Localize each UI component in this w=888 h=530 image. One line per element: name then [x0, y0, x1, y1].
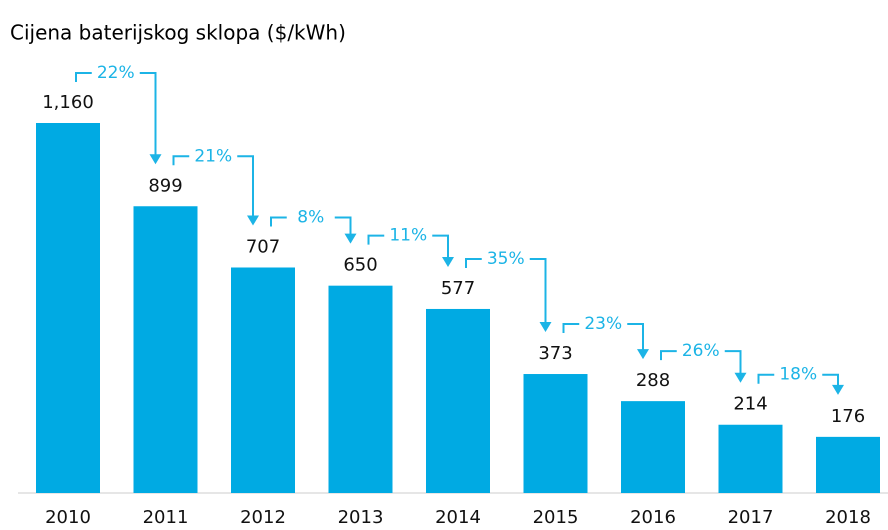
bar: [426, 308, 490, 493]
value-label: 176: [831, 406, 865, 427]
bar: [621, 401, 685, 493]
annotation-bracket: [270, 216, 352, 236]
annotation: 22%: [97, 63, 135, 83]
annotation: 26%: [682, 341, 720, 361]
x-tick-label: 2010: [45, 507, 91, 528]
x-tick-label: 2018: [825, 507, 871, 528]
x-tick-label: 2017: [728, 507, 774, 528]
annotation-arrowhead: [442, 256, 454, 267]
annotation-bracket: [75, 72, 157, 157]
annotation-bracket: [660, 350, 742, 375]
annotation-bracket: [757, 373, 839, 387]
annotation: 8%: [297, 207, 324, 227]
value-label: 899: [148, 175, 182, 196]
bar: [36, 123, 100, 493]
annotation-bracket: [465, 257, 547, 325]
annotation: 23%: [584, 314, 622, 334]
annotation: 11%: [389, 226, 427, 246]
value-label: 577: [441, 278, 475, 299]
bar: [231, 267, 295, 493]
chart-title: Cijena baterijskog sklopa ($/kWh): [10, 21, 346, 45]
value-label: 650: [343, 255, 377, 276]
annotation-arrowhead: [344, 233, 357, 244]
annotation-arrowhead: [539, 322, 552, 333]
annotation-arrowhead: [149, 154, 162, 165]
annotation-bracket: [562, 323, 644, 352]
value-label: 373: [538, 343, 572, 364]
x-tick-label: 2013: [338, 507, 384, 528]
value-label: 214: [733, 394, 767, 415]
annotation-arrowhead: [734, 372, 747, 383]
bar: [816, 436, 880, 493]
annotation: 18%: [779, 365, 817, 385]
x-tick-label: 2015: [533, 507, 579, 528]
bar: [523, 374, 588, 493]
x-tick-label: 2016: [630, 507, 676, 528]
x-tick-label: 2014: [435, 507, 481, 528]
x-tick-label: 2012: [240, 507, 286, 528]
bar: [133, 206, 198, 493]
value-label: 1,160: [42, 92, 94, 113]
value-label: 707: [246, 236, 280, 257]
annotation: 35%: [487, 249, 525, 269]
annotation-arrowhead: [832, 384, 844, 395]
value-label: 288: [636, 370, 670, 391]
bar: [328, 285, 393, 493]
annotation-bracket: [367, 234, 449, 259]
annotation-arrowhead: [637, 349, 649, 360]
bar: [718, 424, 783, 493]
annotation: 21%: [194, 146, 232, 166]
annotation-arrowhead: [247, 215, 259, 226]
x-tick-label: 2011: [143, 507, 189, 528]
annotation-bracket: [172, 155, 254, 218]
